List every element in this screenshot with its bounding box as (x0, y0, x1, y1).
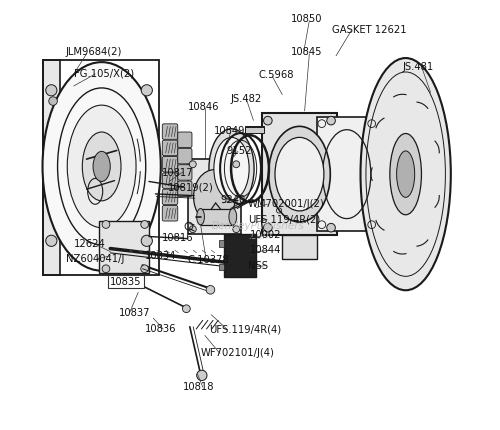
Ellipse shape (360, 58, 451, 290)
Circle shape (141, 235, 152, 246)
FancyBboxPatch shape (178, 165, 192, 180)
Text: 9240: 9240 (220, 195, 245, 205)
Text: 10816: 10816 (162, 233, 194, 243)
Text: UFS.119/4R(4): UFS.119/4R(4) (209, 325, 282, 335)
Ellipse shape (396, 151, 414, 197)
Circle shape (190, 161, 196, 168)
Circle shape (141, 221, 148, 228)
Circle shape (327, 223, 336, 232)
Circle shape (102, 221, 110, 228)
Bar (219, 264, 224, 270)
Text: GASKET 12621: GASKET 12621 (332, 25, 406, 35)
FancyBboxPatch shape (162, 189, 178, 205)
Text: WF702101/J(4): WF702101/J(4) (200, 348, 274, 359)
Circle shape (46, 85, 57, 96)
Text: 10818: 10818 (184, 382, 215, 392)
Ellipse shape (390, 133, 422, 215)
Circle shape (206, 286, 214, 294)
Text: 10845: 10845 (291, 47, 322, 58)
Circle shape (141, 265, 148, 273)
FancyBboxPatch shape (178, 132, 192, 147)
FancyBboxPatch shape (162, 173, 178, 188)
Text: 10837: 10837 (119, 307, 150, 318)
FancyBboxPatch shape (162, 157, 178, 172)
Ellipse shape (82, 132, 121, 201)
Bar (219, 240, 224, 247)
Text: 10846: 10846 (188, 102, 219, 113)
Text: 10002: 10002 (250, 230, 282, 240)
Text: JS.482: JS.482 (230, 94, 262, 104)
Ellipse shape (229, 209, 236, 225)
Ellipse shape (275, 138, 324, 211)
Bar (100, 221, 149, 273)
Circle shape (229, 260, 239, 270)
Text: 9152: 9152 (226, 146, 252, 157)
Bar (282, 236, 316, 259)
FancyBboxPatch shape (162, 140, 178, 156)
Text: JLM9684(2): JLM9684(2) (65, 46, 122, 57)
Ellipse shape (67, 105, 136, 228)
Ellipse shape (42, 62, 161, 271)
Circle shape (46, 235, 57, 246)
FancyBboxPatch shape (162, 124, 178, 139)
Text: 12624: 12624 (74, 239, 106, 249)
Text: NSS: NSS (248, 261, 268, 271)
Text: NZ604041/J: NZ604041/J (66, 254, 124, 264)
Circle shape (327, 116, 336, 125)
FancyBboxPatch shape (178, 181, 192, 197)
Text: 10835: 10835 (110, 276, 142, 287)
FancyBboxPatch shape (178, 148, 192, 164)
Circle shape (190, 226, 196, 233)
Ellipse shape (196, 209, 204, 225)
Text: FG.105/X(2): FG.105/X(2) (74, 68, 134, 78)
Bar (200, 209, 233, 225)
Bar (245, 126, 264, 132)
Text: BentleyPublishers: BentleyPublishers (212, 221, 305, 231)
Circle shape (182, 305, 190, 313)
Text: 10836: 10836 (144, 324, 176, 334)
Text: 10819(2): 10819(2) (168, 183, 214, 193)
Text: .com: .com (249, 230, 273, 241)
Bar (42, 60, 60, 275)
Ellipse shape (209, 129, 254, 209)
Circle shape (264, 223, 272, 232)
Text: 10850: 10850 (291, 14, 322, 25)
Circle shape (233, 226, 239, 233)
Text: 10849: 10849 (214, 126, 245, 136)
Bar (188, 159, 242, 234)
Text: JS.481: JS.481 (402, 61, 434, 72)
Bar (262, 113, 337, 236)
Circle shape (49, 97, 58, 105)
Text: UFS.119/4R(2): UFS.119/4R(2) (248, 214, 320, 224)
Circle shape (102, 265, 110, 273)
Text: 10844: 10844 (250, 245, 282, 255)
Bar (316, 117, 377, 231)
Circle shape (233, 161, 239, 168)
Text: WM702001/J(2): WM702001/J(2) (248, 199, 324, 209)
Bar (245, 127, 264, 133)
Text: C.10378: C.10378 (188, 255, 230, 265)
Circle shape (264, 116, 272, 125)
Ellipse shape (268, 126, 330, 222)
Ellipse shape (214, 138, 249, 200)
Text: C.5968: C.5968 (258, 70, 294, 80)
Bar (224, 234, 256, 277)
FancyBboxPatch shape (162, 206, 178, 221)
Circle shape (196, 370, 207, 381)
Text: 10834: 10834 (144, 251, 176, 261)
Circle shape (141, 85, 152, 96)
Ellipse shape (194, 169, 235, 224)
Text: 10817: 10817 (162, 168, 194, 178)
Ellipse shape (93, 151, 110, 181)
Bar (42, 60, 159, 275)
